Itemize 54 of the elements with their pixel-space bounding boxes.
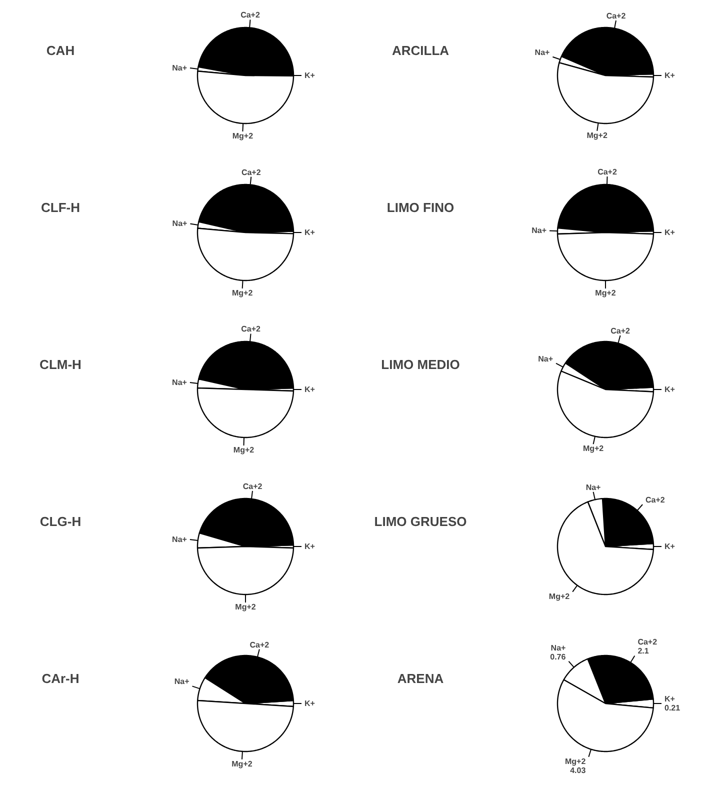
data-label: 0.21: [664, 704, 681, 712]
slice-label: Mg+2: [235, 602, 256, 612]
slice-label: K+: [304, 542, 316, 551]
data-label: 2.1: [638, 646, 650, 656]
slice-label: Mg+2: [232, 759, 253, 768]
slice-label: Mg+2: [548, 592, 570, 601]
slice-label: Mg+2: [564, 756, 586, 766]
slice-label: K+: [664, 542, 676, 551]
text: CAH: [46, 43, 75, 58]
slice-label: K+: [304, 71, 316, 80]
slice-label: Mg+2: [586, 130, 608, 140]
slice-label: Mg+2: [233, 445, 255, 454]
text: ARENA: [397, 671, 444, 686]
slice-label: Mg+2: [582, 444, 604, 454]
slice-label: Ca+2: [241, 324, 261, 334]
slice-label: K+: [664, 385, 676, 394]
slice-label: Na+: [534, 48, 550, 57]
slice-label: Ca+2: [250, 640, 270, 650]
slice-label: Ca+2: [598, 168, 618, 177]
slice-label: Ca+2: [242, 482, 263, 491]
slice-label: K+: [664, 694, 676, 704]
slice-label: Na+: [532, 226, 547, 236]
slice-label: Na+: [172, 378, 188, 387]
slice-label: Ca+2: [610, 326, 630, 336]
slice-label: Na+: [586, 482, 602, 492]
slice-label: Ca+2: [638, 638, 658, 647]
slice-label: Mg+2: [232, 131, 254, 140]
slice-label: Ca+2: [241, 168, 262, 177]
slice-label: K+: [664, 228, 676, 237]
slice-label: K+: [304, 228, 316, 237]
slice-label: K+: [664, 71, 676, 80]
slice-label: Na+: [550, 643, 566, 652]
slice-label: Mg+2: [595, 288, 616, 298]
text: CAr-H: [42, 671, 80, 686]
text: CLG-H: [40, 514, 82, 529]
data-label: 4.03: [570, 766, 586, 775]
slice-label: K+: [304, 385, 316, 394]
text: LIMO MEDIO: [381, 357, 460, 372]
slice-label: Na+: [174, 677, 190, 686]
data-label: 0.76: [550, 652, 566, 662]
slice-label: Na+: [172, 219, 188, 228]
slice-label: Ca+2: [646, 495, 666, 504]
slice-label: Mg+2: [232, 288, 254, 298]
slice-label: Ca+2: [606, 11, 626, 20]
slice-label: Ca+2: [240, 10, 260, 20]
text: CLF-H: [41, 200, 80, 215]
text: LIMO FINO: [386, 200, 454, 215]
slice-label: Na+: [172, 63, 188, 72]
text: LIMO GRUESO: [374, 514, 467, 529]
text: ARCILLA: [392, 43, 450, 58]
slice-label: K+: [304, 699, 316, 708]
slice-label: Na+: [538, 354, 554, 364]
text: CLM-H: [40, 357, 82, 372]
slice-label: Na+: [172, 534, 188, 544]
